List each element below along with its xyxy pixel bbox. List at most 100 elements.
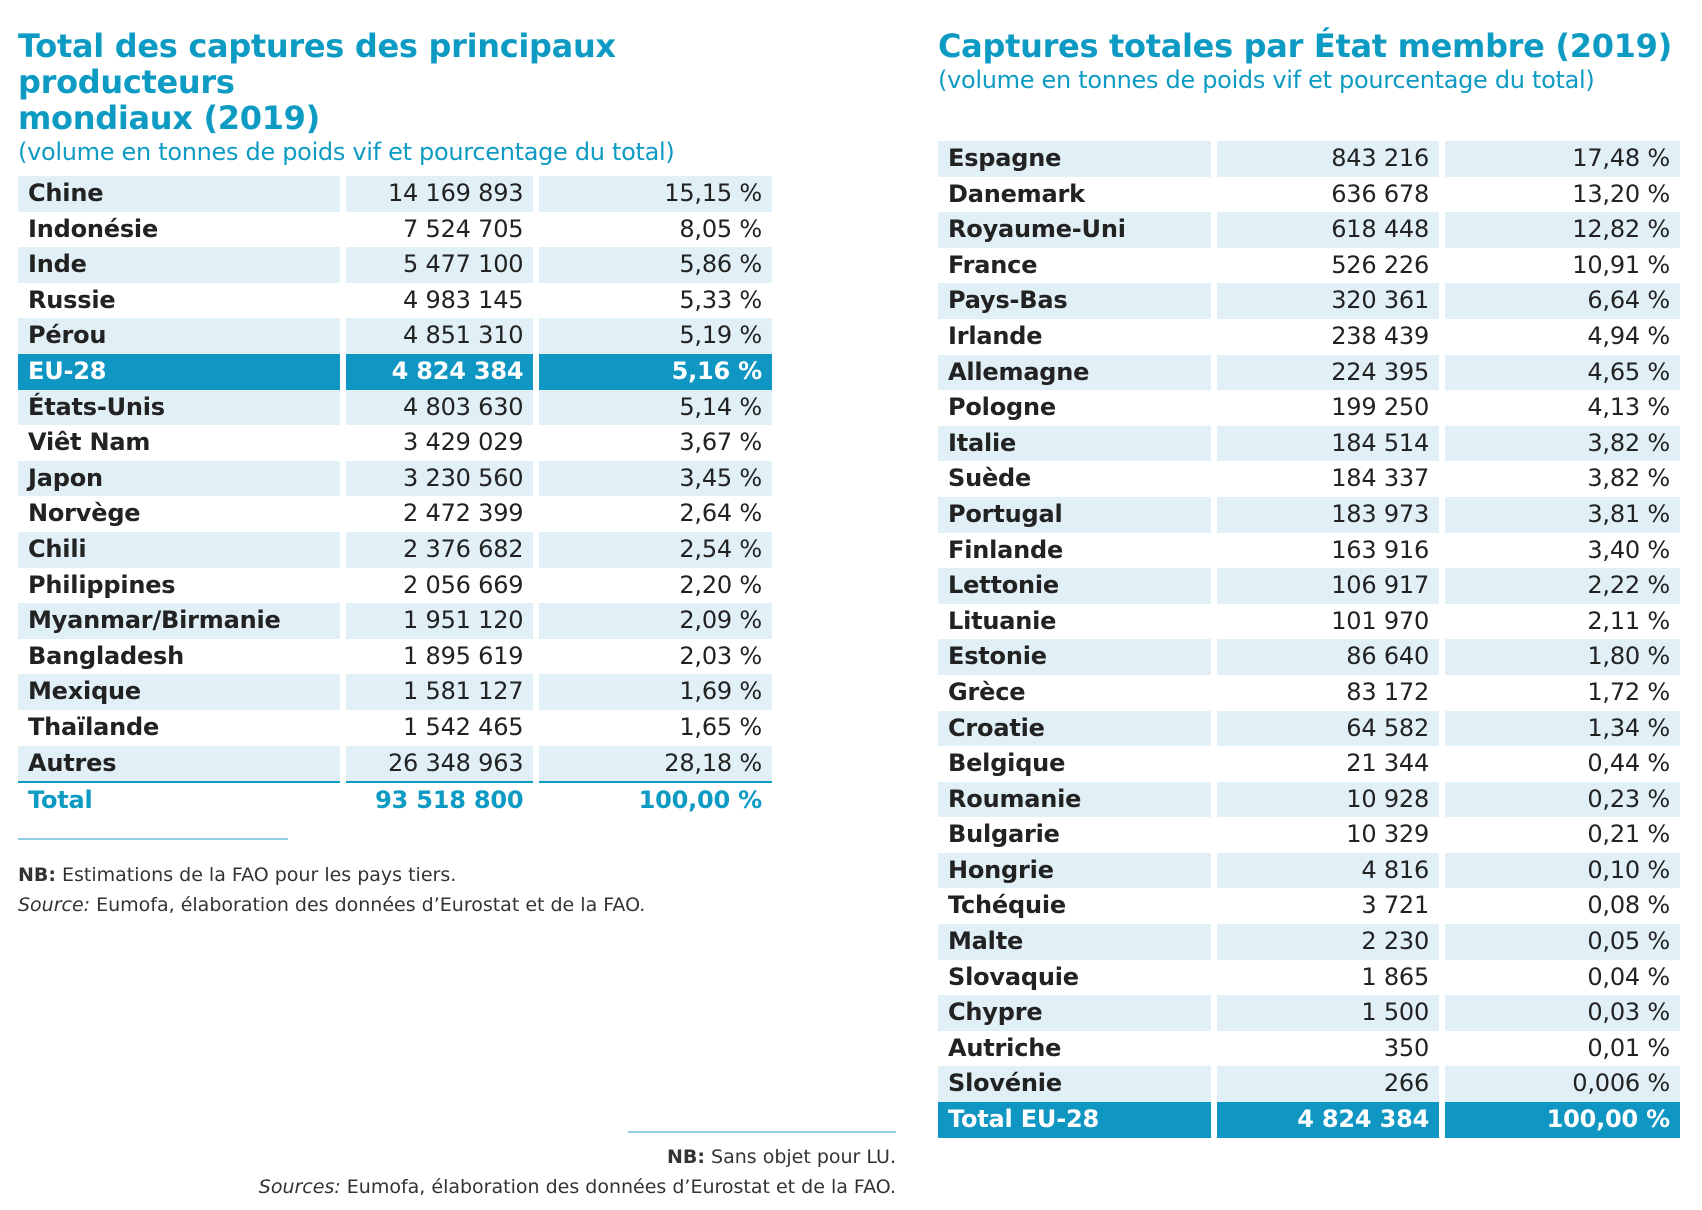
country-cell: Tchéquie xyxy=(948,891,1066,920)
table-row: Slovénie 266 0,006 % xyxy=(938,1066,1680,1103)
percent-cell: 0,01 % xyxy=(1587,1033,1670,1062)
tonnes-cell: 4 816 xyxy=(1217,852,1440,889)
total-label-cell: Total xyxy=(18,781,341,819)
tonnes-cell: 266 xyxy=(1217,1066,1440,1103)
percent-cell: 8,05 % xyxy=(679,214,762,243)
total-percent-cell: 100,00 % xyxy=(539,781,772,819)
table-row: Bulgarie 10 329 0,21 % xyxy=(938,817,1680,853)
left-note-line: NB: Estimations de la FAO pour les pays … xyxy=(18,860,778,890)
tonnes-cell: 83 172 xyxy=(1346,677,1430,706)
percent-cell: 0,05 % xyxy=(1445,924,1680,960)
country-cell: Norvège xyxy=(28,499,141,528)
country-cell: Lituanie xyxy=(948,606,1057,635)
tonnes-cell: 320 361 xyxy=(1217,283,1440,319)
table-row: Slovaquie 1 865 0,04 % xyxy=(938,960,1680,996)
total-tonnes-cell: 93 518 800 xyxy=(346,781,534,819)
country-cell: Pologne xyxy=(948,393,1056,422)
total-label-cell: Total EU-28 xyxy=(938,1102,1212,1138)
percent-cell: 5,86 % xyxy=(539,247,772,283)
tonnes-cell: 3 230 560 xyxy=(346,460,534,497)
percent-cell: 4,94 % xyxy=(1587,321,1670,350)
table-row: Portugal 183 973 3,81 % xyxy=(938,496,1680,533)
table-row: Malte 2 230 0,05 % xyxy=(938,924,1680,960)
table-row: Japon 3 230 560 3,45 % xyxy=(18,460,772,497)
country-cell: Chine xyxy=(18,176,341,212)
country-cell: Portugal xyxy=(938,496,1212,533)
tonnes-cell: 14 169 893 xyxy=(346,176,534,212)
tonnes-cell: 4 851 310 xyxy=(346,318,534,354)
country-cell: Malte xyxy=(938,924,1212,960)
percent-cell: 0,23 % xyxy=(1445,781,1680,818)
tonnes-cell: 1 865 xyxy=(1361,962,1430,991)
table-row: Irlande 238 439 4,94 % xyxy=(938,319,1680,355)
country-cell: Chypre xyxy=(938,995,1212,1031)
right-source-label: Sources: xyxy=(258,1176,341,1198)
right-source-line: Sources: Eumofa, élaboration des données… xyxy=(259,1172,896,1202)
table-row: Mexique 1 581 127 1,69 % xyxy=(18,674,772,710)
tonnes-cell: 5 477 100 xyxy=(346,247,534,283)
tonnes-cell: 4 824 384 xyxy=(346,353,534,390)
left-note-text: Estimations de la FAO pour les pays tier… xyxy=(55,864,457,886)
percent-cell: 3,81 % xyxy=(1445,496,1680,533)
country-cell: Suède xyxy=(948,464,1032,493)
table-row: Espagne 843 216 17,48 % xyxy=(938,141,1680,177)
country-cell: Slovénie xyxy=(938,1066,1212,1103)
tonnes-cell: 183 973 xyxy=(1217,496,1440,533)
right-note-text: Sans objet pour LU. xyxy=(704,1146,896,1168)
tonnes-cell: 1 951 120 xyxy=(346,603,534,639)
tonnes-cell: 3 721 xyxy=(1361,891,1430,920)
country-cell: Bangladesh xyxy=(28,641,185,670)
tonnes-cell: 2 230 xyxy=(1217,924,1440,960)
table-row: Chili 2 376 682 2,54 % xyxy=(18,531,772,568)
right-note-line: NB: Sans objet pour LU. xyxy=(259,1142,896,1172)
country-cell: Roumanie xyxy=(938,781,1212,818)
table-row: Finlande 163 916 3,40 % xyxy=(938,533,1680,569)
member-states-subtitle: (volume en tonnes de poids vif et pource… xyxy=(938,66,1595,94)
tonnes-cell: 618 448 xyxy=(1217,212,1440,248)
member-states-title: Captures totales par État membre (2019) xyxy=(938,27,1672,65)
percent-cell: 2,11 % xyxy=(1587,606,1670,635)
tonnes-cell: 21 344 xyxy=(1346,749,1430,778)
country-cell: Lettonie xyxy=(938,568,1212,604)
total-row: Total 93 518 800 100,00 % xyxy=(18,781,772,819)
world-producers-title: Total des captures des principaux produc… xyxy=(18,28,778,136)
country-cell: Pérou xyxy=(18,318,341,354)
percent-cell: 28,18 % xyxy=(539,745,772,782)
percent-cell: 2,22 % xyxy=(1445,568,1680,604)
percent-cell: 2,54 % xyxy=(539,531,772,568)
table-row: Pays-Bas 320 361 6,64 % xyxy=(938,283,1680,319)
percent-cell: 17,48 % xyxy=(1445,141,1680,177)
table-row: Chypre 1 500 0,03 % xyxy=(938,995,1680,1031)
country-cell: Bulgarie xyxy=(948,820,1060,849)
country-cell: Philippines xyxy=(28,570,176,599)
country-cell: Belgique xyxy=(948,749,1066,778)
right-notes-divider xyxy=(628,1131,896,1133)
percent-cell: 0,006 % xyxy=(1445,1066,1680,1103)
tonnes-cell: 3 429 029 xyxy=(403,428,524,457)
percent-cell: 0,04 % xyxy=(1587,962,1670,991)
tonnes-cell: 224 395 xyxy=(1217,354,1440,391)
percent-cell: 4,65 % xyxy=(1445,354,1680,391)
member-states-panel: Captures totales par État membre (2019) … xyxy=(938,0,1686,1138)
tonnes-cell: 2 056 669 xyxy=(403,570,524,599)
world-producers-title-line2: mondiaux (2019) xyxy=(18,99,320,137)
percent-cell: 10,91 % xyxy=(1572,250,1670,279)
country-cell: Autres xyxy=(18,745,341,782)
table-row: Croatie 64 582 1,34 % xyxy=(938,710,1680,747)
country-cell: Finlande xyxy=(948,535,1064,564)
percent-cell: 3,45 % xyxy=(539,460,772,497)
country-cell: Japon xyxy=(18,460,341,497)
percent-cell: 2,03 % xyxy=(679,641,762,670)
percent-cell: 15,15 % xyxy=(539,176,772,212)
table-row: Indonésie 7 524 705 8,05 % xyxy=(18,212,772,248)
table-row: Philippines 2 056 669 2,20 % xyxy=(18,568,772,604)
right-source-text: Eumofa, élaboration des données d’Eurost… xyxy=(340,1176,896,1198)
percent-cell: 4,13 % xyxy=(1587,393,1670,422)
country-cell: Espagne xyxy=(938,141,1212,177)
table-row: Suède 184 337 3,82 % xyxy=(938,461,1680,497)
percent-cell: 6,64 % xyxy=(1445,283,1680,319)
left-source-text: Eumofa, élaboration des données d’Eurost… xyxy=(90,894,646,916)
table-row: Pérou 4 851 310 5,19 % xyxy=(18,318,772,354)
member-states-table: Espagne 843 216 17,48 % Danemark 636 678 13,2… xyxy=(932,141,1686,1138)
tonnes-cell: 2 472 399 xyxy=(403,499,524,528)
